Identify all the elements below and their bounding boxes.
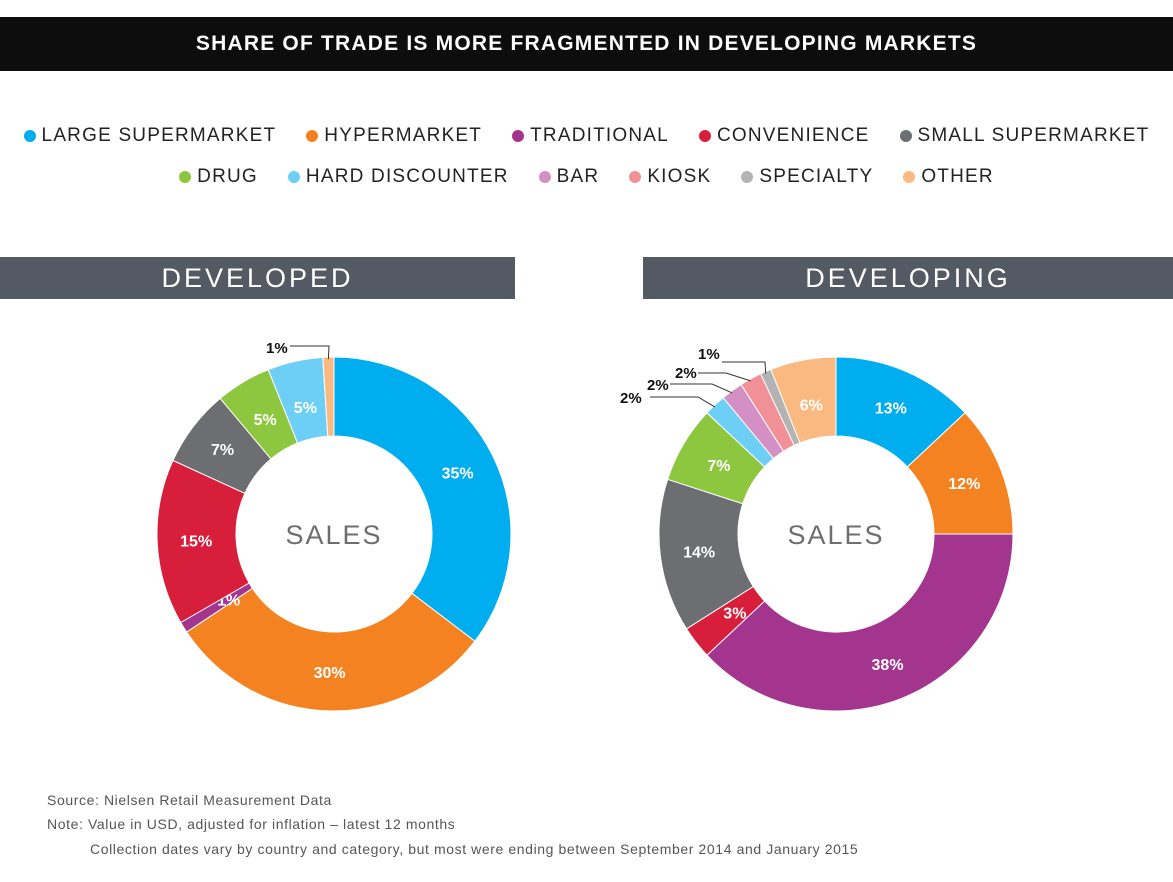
developed-slice-large-supermarket [333, 356, 512, 642]
legend-swatch [512, 130, 525, 142]
legend-item-convenience: CONVENIENCE [698, 125, 870, 147]
developed-donut: 35%30%1%15%7%5%5%1%SALES [156, 340, 512, 712]
legend-swatch [629, 171, 642, 183]
legend-item-other: OTHER [903, 166, 994, 188]
legend-item-drug: DRUG [179, 166, 258, 188]
legend-label: SMALL SUPERMARKET [917, 125, 1150, 146]
developed-data-label-drug: 5% [254, 412, 277, 429]
developed-panel-header: DEVELOPED [0, 257, 515, 299]
chart-title: SHARE OF TRADE IS MORE FRAGMENTED IN DEV… [0, 17, 1173, 71]
developed-data-label-hypermarket: 30% [314, 665, 346, 682]
legend-row-2: DRUG HARD DISCOUNTER BAR KIOSK SPECIALTY OTHE… [0, 166, 1173, 188]
developing-leader-line-kiosk [698, 372, 751, 382]
legend-swatch [698, 130, 711, 142]
developed-slice-hypermarket [185, 587, 476, 712]
developing-data-label-traditional: 38% [872, 657, 904, 674]
developed-data-label-other: 1% [266, 340, 288, 357]
legend-item-bar: BAR [538, 166, 600, 188]
legend-swatch [179, 171, 192, 183]
legend-item-small-supermarket: SMALL SUPERMARKET [899, 125, 1150, 147]
developing-leader-line-specialty [722, 361, 767, 374]
developing-data-label-hard-discounter: 2% [620, 390, 642, 407]
legend-row-1: LARGE SUPERMARKET HYPERMARKET TRADITIONAL C… [0, 125, 1173, 147]
legend-swatch [287, 171, 300, 183]
legend-label: OTHER [921, 166, 994, 187]
developing-data-label-small-supermarket: 14% [683, 544, 715, 561]
developing-slice-traditional [706, 533, 1014, 712]
legend-swatch [23, 130, 36, 142]
legend-item-hypermarket: HYPERMARKET [306, 125, 482, 147]
developed-data-label-small-supermarket: 7% [211, 442, 234, 459]
legend-swatch [306, 130, 319, 142]
developed-leader-line-other [290, 345, 330, 360]
legend-swatch [538, 171, 551, 183]
developing-data-label-large-supermarket: 13% [875, 400, 907, 417]
legend-label: HYPERMARKET [324, 125, 483, 146]
legend-swatch [899, 130, 912, 142]
developed-data-label-hard-discounter: 5% [294, 400, 317, 417]
legend-label: BAR [556, 166, 600, 187]
developed-slice-other [322, 356, 335, 437]
developing-leader-line-hard-discounter [650, 396, 716, 408]
developing-data-label-drug: 7% [707, 458, 730, 475]
developing-data-label-convenience: 3% [723, 605, 746, 622]
legend-item-kiosk: KIOSK [629, 166, 711, 188]
usd-note: Note: Value in USD, adjusted for inflati… [47, 816, 456, 832]
collection-note: Collection dates vary by country and cat… [90, 841, 859, 857]
developing-data-label-kiosk: 2% [675, 365, 697, 382]
source-note: Source: Nielsen Retail Measurement Data [47, 792, 332, 808]
developed-center-label: SALES [285, 520, 382, 550]
developing-data-label-hypermarket: 12% [948, 476, 980, 493]
legend-item-specialty: SPECIALTY [741, 166, 873, 188]
developing-data-label-specialty: 1% [698, 346, 720, 363]
legend-label: LARGE SUPERMARKET [41, 125, 277, 146]
developing-donut: 13%12%38%3%14%7%2%2%2%1%6%SALES [620, 346, 1014, 712]
developing-leader-line-bar [670, 383, 733, 394]
legend-label: CONVENIENCE [716, 125, 870, 146]
developing-slice-other [770, 356, 837, 444]
developing-data-label-other: 6% [800, 397, 823, 414]
legend-item-large-supermarket: LARGE SUPERMARKET [23, 125, 277, 147]
legend-label: TRADITIONAL [530, 125, 669, 146]
developed-data-label-large-supermarket: 35% [442, 466, 474, 483]
developing-panel-header: DEVELOPING [643, 257, 1173, 299]
developing-data-label-bar: 2% [647, 377, 669, 394]
legend-label: HARD DISCOUNTER [305, 166, 509, 187]
developing-center-label: SALES [787, 520, 884, 550]
legend-label: KIOSK [647, 166, 712, 187]
legend-label: SPECIALTY [759, 166, 874, 187]
developed-data-label-convenience: 15% [180, 534, 212, 551]
legend-label: DRUG [197, 166, 258, 187]
legend-swatch [741, 171, 754, 183]
legend-swatch [903, 171, 916, 183]
legend-item-hard-discounter: HARD DISCOUNTER [287, 166, 509, 188]
legend-item-traditional: TRADITIONAL [512, 125, 669, 147]
